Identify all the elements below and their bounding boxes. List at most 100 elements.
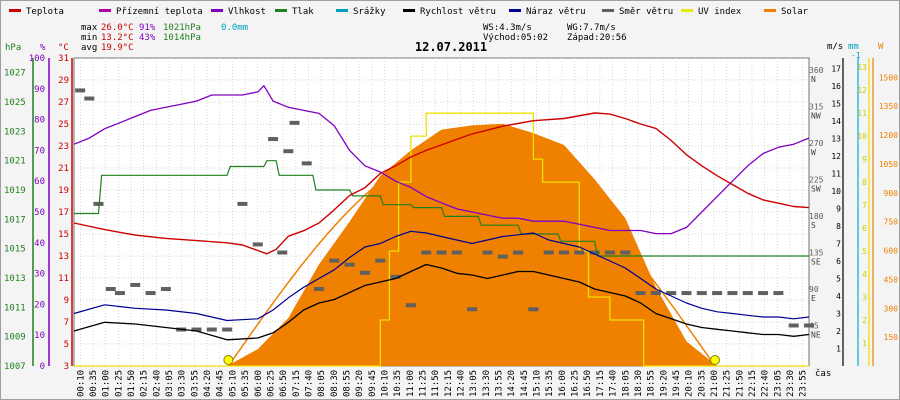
stat-value: 26.0°C	[101, 23, 134, 33]
wind-tick: 12	[831, 152, 841, 161]
x-tick-label: 03:55	[190, 370, 200, 397]
direction-label: N	[811, 75, 816, 84]
x-tick-label: 15:35	[545, 370, 555, 397]
x-tick-label: 08:55	[342, 370, 352, 397]
pressure-tick: 1013	[4, 274, 26, 284]
wind-direction-mark	[543, 250, 554, 255]
x-tick-label: 03:05	[165, 370, 175, 397]
wind-direction-mark	[497, 254, 508, 259]
stat-value: avg	[81, 43, 97, 53]
humidity-axis-unit: %	[40, 43, 46, 53]
pressure-line	[74, 160, 809, 257]
x-tick-label: 06:00	[254, 370, 264, 397]
x-tick-label: 05:10	[228, 370, 238, 397]
stat-value: min	[81, 33, 97, 43]
direction-tick: 45	[809, 322, 819, 331]
legend-label: Srážky	[353, 7, 386, 17]
x-tick-label: 08:05	[317, 370, 327, 397]
sunrise-marker	[223, 355, 234, 365]
pressure-tick: 1023	[4, 127, 26, 137]
wind-direction-mark	[93, 201, 104, 206]
wind-direction-mark	[191, 327, 202, 332]
temperature-tick: 21	[58, 164, 69, 174]
legend-swatch	[336, 9, 348, 12]
x-tick-label: 01:00	[102, 370, 112, 397]
wind-direction-mark	[788, 323, 799, 328]
wind-direction-mark	[222, 327, 233, 332]
temperature-tick: 15	[58, 230, 69, 240]
x-tick-label: 09:20	[355, 370, 365, 397]
direction-tick: 180	[809, 212, 824, 221]
wind-direction-mark	[712, 291, 723, 296]
x-tick-label: 09:45	[368, 370, 378, 397]
humidity-tick: 80	[34, 116, 45, 126]
temperature-tick: 27	[58, 98, 69, 108]
x-tick-label: 07:40	[304, 370, 314, 397]
wind-direction-mark	[206, 327, 217, 332]
chart-title: 12.07.2011	[415, 40, 487, 54]
wind-direction-mark	[696, 291, 707, 296]
solar-tick: 750	[884, 218, 899, 227]
wind-direction-mark	[666, 291, 677, 296]
x-tick-label: 01:25	[114, 370, 124, 397]
x-tick-label: 05:35	[241, 370, 251, 397]
temperature-axis-unit: °C	[58, 43, 69, 53]
wind-speed-stat: WS:4.3m/s	[483, 23, 532, 33]
x-tick-label: 14:20	[507, 370, 517, 397]
wind-axis-unit: m/s	[827, 42, 843, 52]
solar-tick: 1050	[879, 160, 898, 169]
x-tick-label: 16:00	[558, 370, 568, 397]
legend-label: Směr větru	[619, 7, 673, 17]
humidity-tick: 30	[34, 270, 45, 280]
wind-direction-mark	[75, 88, 86, 93]
humidity-tick: 10	[34, 331, 45, 341]
x-tick-label: 13:30	[482, 370, 492, 397]
wind-tick: 3	[836, 310, 841, 319]
wind-tick: 1	[836, 345, 841, 354]
uv-tick: 5	[862, 247, 867, 256]
temperature-tick: 25	[58, 120, 69, 130]
legend-label: Solar	[781, 7, 809, 17]
x-tick-label: 22:40	[761, 370, 771, 397]
pressure-tick: 1011	[4, 303, 26, 313]
uv-tick: 3	[862, 293, 867, 302]
pressure-tick: 1025	[4, 98, 26, 108]
x-tick-label: 00:35	[89, 370, 99, 397]
rain-axis-unit: mm	[848, 42, 859, 52]
temperature-tick: 5	[64, 340, 69, 350]
wind-direction-mark	[130, 282, 141, 287]
legend-swatch	[99, 9, 111, 12]
direction-label: SW	[811, 185, 821, 194]
legend-swatch	[681, 9, 693, 12]
temperature-tick: 9	[64, 296, 69, 306]
x-tick-label: 10:10	[380, 370, 390, 397]
wind-tick: 11	[831, 170, 841, 179]
wind-tick: 17	[831, 65, 841, 74]
legend-swatch	[602, 9, 614, 12]
uv-tick: 11	[857, 109, 867, 118]
x-tick-label: 21:00	[710, 370, 720, 397]
wind-direction-mark	[620, 250, 631, 255]
uv-tick: 6	[862, 224, 867, 233]
solar-tick: 300	[884, 304, 899, 313]
stat-value: 91%	[139, 23, 156, 33]
x-tick-label: 17:15	[596, 370, 606, 397]
wind-direction-mark	[375, 258, 386, 263]
wind-direction-mark	[405, 303, 416, 308]
uv-tick: 1	[862, 339, 867, 348]
pressure-axis-unit: hPa	[5, 43, 21, 53]
temperature-tick: 29	[58, 76, 69, 86]
wind-direction-mark	[252, 242, 263, 247]
wind-direction-mark	[344, 262, 355, 267]
direction-tick: 90	[809, 285, 819, 294]
wind-direction-mark	[105, 287, 116, 291]
wind-direction-mark	[681, 291, 692, 296]
humidity-tick: 40	[34, 239, 45, 249]
x-tick-label: 14:45	[520, 370, 530, 397]
uv-tick: 4	[862, 270, 867, 279]
temperature-tick: 19	[58, 186, 69, 196]
x-tick-label: 11:00	[406, 370, 416, 397]
wind-tick: 4	[836, 292, 841, 301]
direction-tick: 270	[809, 139, 824, 148]
